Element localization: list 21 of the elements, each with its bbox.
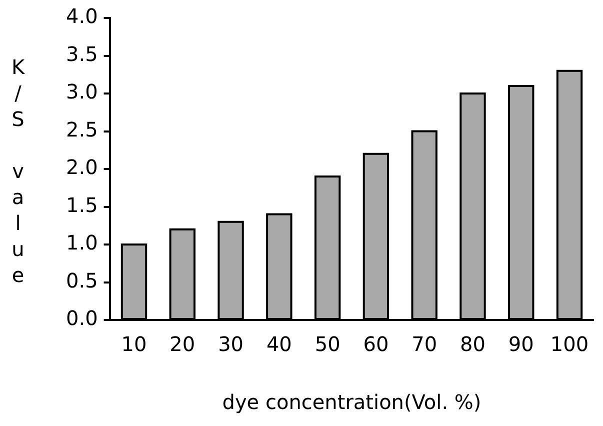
y-tick-label: 0.5: [66, 268, 98, 292]
y-tick-label: 3.0: [66, 80, 98, 104]
y-tick-label: 3.5: [66, 42, 98, 66]
x-tick-label: 90: [508, 332, 534, 356]
x-tick-label: 10: [121, 332, 147, 356]
y-tick-label: 4.0: [66, 4, 98, 28]
x-tick-label: 20: [170, 332, 196, 356]
x-tick-label: 40: [266, 332, 292, 356]
x-tick-label: 30: [218, 332, 244, 356]
y-tick-label: 0.0: [66, 306, 98, 330]
y-axis-title: K/S value: [6, 55, 30, 289]
y-tick-label: 2.5: [66, 117, 98, 142]
x-tick-label: 80: [460, 332, 486, 356]
x-tick-label: 50: [314, 332, 340, 356]
x-tick-label: 100: [550, 332, 589, 356]
x-tick-label: 60: [363, 332, 389, 356]
x-axis-title: dye concentration(Vol. %): [222, 390, 482, 414]
y-tick-label: 1.5: [66, 192, 98, 217]
y-tick-label: 2.0: [66, 155, 98, 180]
y-tick-label: 1.0: [66, 230, 98, 255]
x-tick-label: 70: [412, 332, 438, 356]
